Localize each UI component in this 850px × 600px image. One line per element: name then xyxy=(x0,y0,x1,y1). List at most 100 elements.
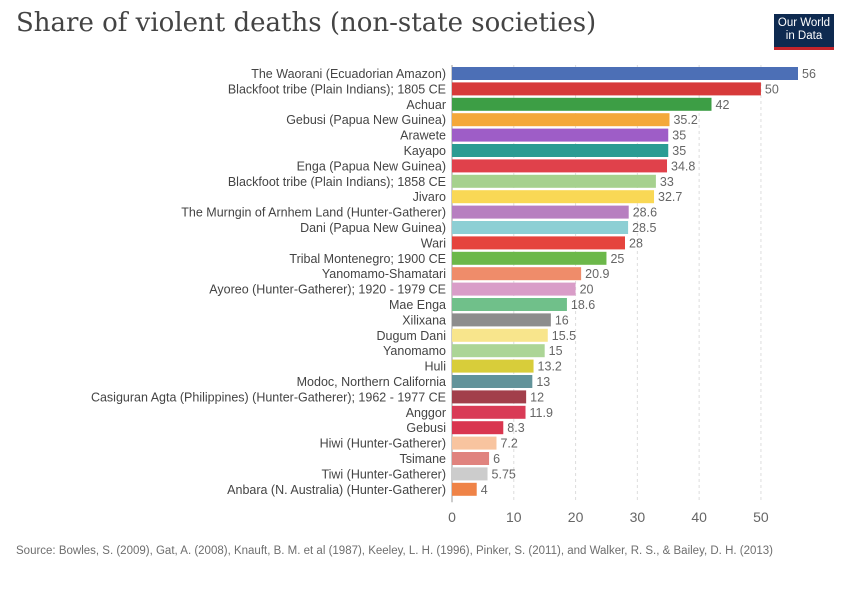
bar[interactable] xyxy=(452,282,576,296)
value-label: 16 xyxy=(555,313,569,327)
category-label: Enga (Papua New Guinea) xyxy=(297,159,446,173)
value-label: 15 xyxy=(549,344,563,358)
category-label: Hiwi (Hunter-Gatherer) xyxy=(320,437,446,451)
value-label: 28 xyxy=(629,236,643,250)
bar[interactable] xyxy=(452,113,670,127)
x-tick-label: 30 xyxy=(630,509,646,525)
x-tick-label: 50 xyxy=(753,509,769,525)
category-label: Xilixana xyxy=(402,313,446,327)
bar[interactable] xyxy=(452,221,629,234)
bar[interactable] xyxy=(452,482,477,496)
category-label: Mae Enga xyxy=(389,298,446,312)
value-label: 35 xyxy=(672,144,686,158)
x-tick-label: 40 xyxy=(691,509,707,525)
bar[interactable] xyxy=(452,467,488,481)
value-label: 25 xyxy=(610,252,624,266)
value-label: 28.6 xyxy=(633,206,657,220)
value-label: 13.2 xyxy=(538,360,562,374)
bar[interactable] xyxy=(452,128,669,142)
category-label: Yanomamo-Shamatari xyxy=(322,267,446,281)
category-label: Yanomamo xyxy=(383,344,446,358)
bar[interactable] xyxy=(452,144,669,157)
category-label: Huli xyxy=(424,360,446,374)
value-label: 11.9 xyxy=(530,406,553,420)
value-label: 6 xyxy=(493,452,500,466)
category-label: Anggor xyxy=(406,406,446,420)
category-label: Jivaro xyxy=(413,190,446,204)
category-label: The Murngin of Arnhem Land (Hunter-Gathe… xyxy=(181,206,446,220)
bar[interactable] xyxy=(452,390,527,404)
bar[interactable] xyxy=(452,452,490,465)
source-note: Source: Bowles, S. (2009), Gat, A. (2008… xyxy=(16,545,774,557)
bar[interactable] xyxy=(452,82,761,96)
value-label: 32.7 xyxy=(658,190,682,204)
category-label: Blackfoot tribe (Plain Indians); 1805 CE xyxy=(228,82,446,96)
bar[interactable] xyxy=(452,205,629,219)
bar[interactable] xyxy=(452,190,655,204)
category-label: Tsimane xyxy=(399,452,446,466)
value-label: 20.9 xyxy=(585,267,609,281)
bar[interactable] xyxy=(452,359,534,373)
value-label: 35 xyxy=(672,129,686,143)
value-label: 15.5 xyxy=(552,329,576,343)
value-label: 33 xyxy=(660,175,674,189)
bar[interactable] xyxy=(452,405,526,419)
category-label: Wari xyxy=(421,236,446,250)
value-label: 18.6 xyxy=(571,298,595,312)
bars xyxy=(452,67,798,496)
bar[interactable] xyxy=(452,267,582,281)
category-label: Casiguran Agta (Philippines) (Hunter-Gat… xyxy=(91,390,446,404)
chart-title: Share of violent deaths (non-state socie… xyxy=(16,8,597,38)
category-label: Gebusi xyxy=(406,421,446,435)
category-label: Anbara (N. Australia) (Hunter-Gatherer) xyxy=(227,483,446,497)
category-label: Tribal Montenegro; 1900 CE xyxy=(289,252,446,266)
value-label: 12 xyxy=(530,390,544,404)
bar[interactable] xyxy=(452,159,668,173)
bar[interactable] xyxy=(452,236,625,250)
category-label: Blackfoot tribe (Plain Indians); 1858 CE xyxy=(228,175,446,189)
owid-logo[interactable]: Our World in Data xyxy=(774,14,834,50)
logo-line-2: in Data xyxy=(785,30,823,42)
bar[interactable] xyxy=(452,251,607,265)
value-label: 56 xyxy=(802,67,816,81)
value-label: 50 xyxy=(765,82,779,96)
value-label: 7.2 xyxy=(500,437,517,451)
value-label: 42 xyxy=(716,98,730,112)
category-label: Achuar xyxy=(406,98,446,112)
value-label: 13 xyxy=(536,375,550,389)
bar[interactable] xyxy=(452,328,548,342)
value-label: 8.3 xyxy=(507,421,524,435)
bar[interactable] xyxy=(452,344,545,358)
category-label: Tiwi (Hunter-Gatherer) xyxy=(321,467,446,481)
value-labels: 56504235.2353534.83332.728.628.5282520.9… xyxy=(481,67,816,497)
bar[interactable] xyxy=(452,375,533,388)
bar[interactable] xyxy=(452,174,656,188)
category-label: Dugum Dani xyxy=(377,329,446,343)
category-label: Modoc, Northern California xyxy=(297,375,446,389)
category-label: Kayapo xyxy=(404,144,446,158)
value-label: 4 xyxy=(481,483,488,497)
x-tick-label: 20 xyxy=(568,509,584,525)
logo-line-1: Our World xyxy=(777,17,831,29)
value-label: 34.8 xyxy=(671,159,695,173)
value-label: 35.2 xyxy=(673,113,697,127)
category-labels: The Waorani (Ecuadorian Amazon)Blackfoot… xyxy=(91,67,446,497)
x-axis-ticks: 0 10 20 30 40 50 xyxy=(448,509,769,525)
category-label: Arawete xyxy=(400,129,446,143)
x-tick-label: 10 xyxy=(506,509,522,525)
bar[interactable] xyxy=(452,421,504,435)
bar[interactable] xyxy=(452,313,551,327)
x-tick-label: 0 xyxy=(448,509,456,525)
bar[interactable] xyxy=(452,67,798,80)
bar-chart: The Waorani (Ecuadorian Amazon)Blackfoot… xyxy=(91,65,816,525)
bar[interactable] xyxy=(452,97,712,111)
bar[interactable] xyxy=(452,436,497,450)
value-label: 5.75 xyxy=(492,467,516,481)
bar[interactable] xyxy=(452,298,567,311)
value-label: 28.5 xyxy=(632,221,656,235)
category-label: Dani (Papua New Guinea) xyxy=(300,221,446,235)
category-label: The Waorani (Ecuadorian Amazon) xyxy=(251,67,446,81)
value-label: 20 xyxy=(580,283,594,297)
category-label: Ayoreo (Hunter-Gatherer); 1920 - 1979 CE xyxy=(209,283,446,297)
category-label: Gebusi (Papua New Guinea) xyxy=(286,113,446,127)
